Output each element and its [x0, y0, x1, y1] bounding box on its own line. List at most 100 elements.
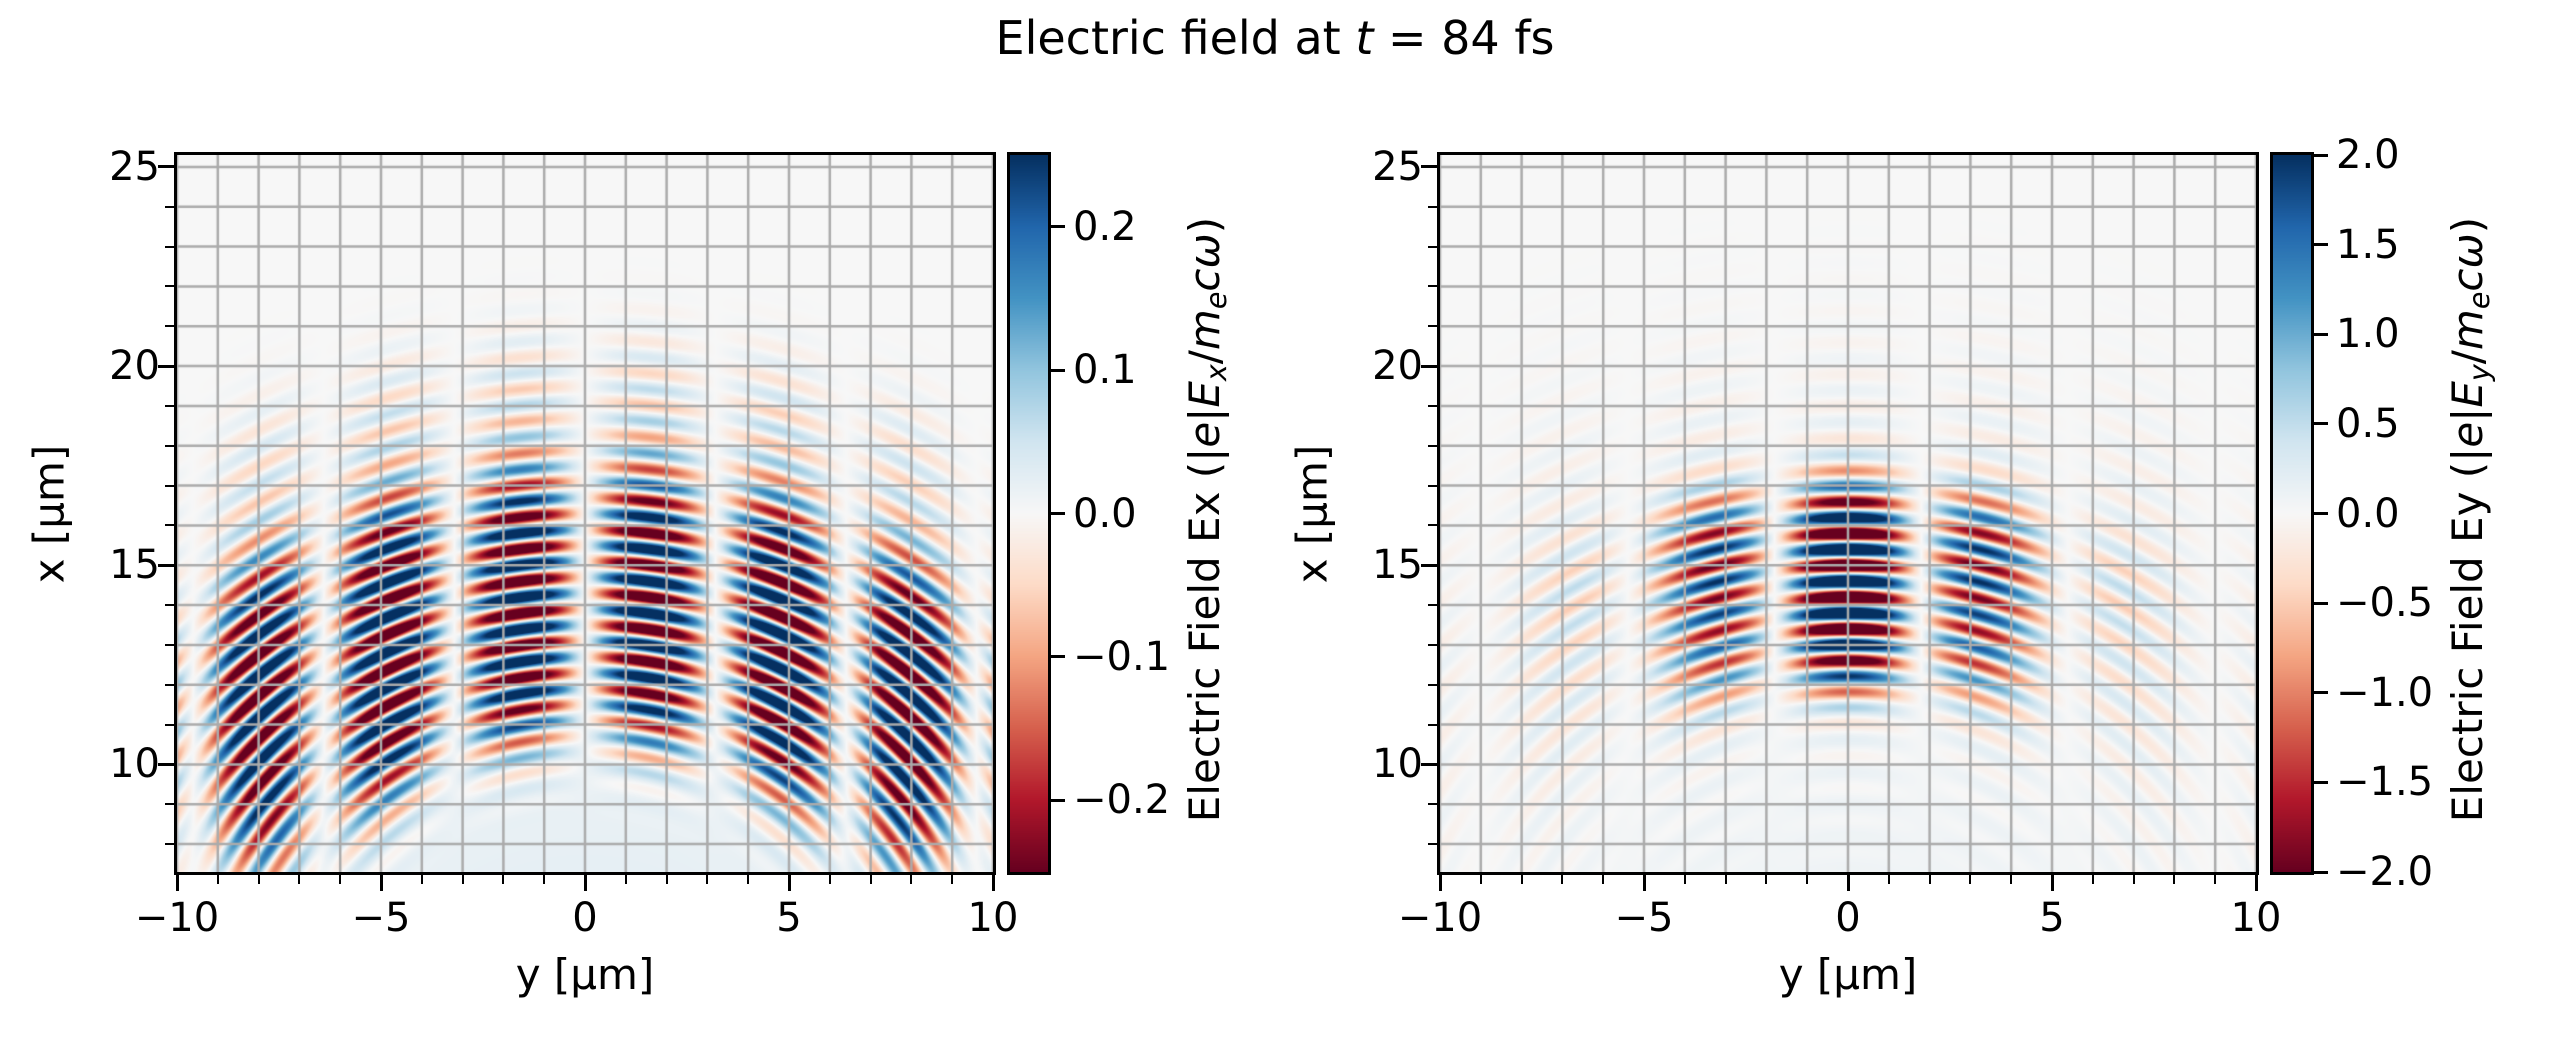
x-major-tick [1846, 875, 1850, 891]
x-minor-tick [624, 875, 627, 884]
colorbar-label-part: e [1179, 421, 1229, 448]
y-minor-tick [165, 643, 174, 646]
x-minor-tick [420, 875, 423, 884]
x-minor-tick [1928, 875, 1931, 884]
y-tick-label: 10 [109, 741, 160, 788]
x-minor-tick [543, 875, 546, 884]
y-minor-tick [1428, 723, 1437, 726]
x-minor-tick [1479, 875, 1482, 884]
x-major-tick [2254, 875, 2258, 891]
x-major-tick [2050, 875, 2054, 891]
x-minor-tick [2091, 875, 2094, 884]
x-tick-label: −5 [1614, 895, 1674, 941]
x-minor-tick [706, 875, 709, 884]
title-variable: t [1355, 11, 1374, 65]
title-suffix: = 84 fs [1373, 11, 1555, 65]
y-axis-label: x [μm] [24, 444, 73, 583]
x-minor-tick [2214, 875, 2217, 884]
y-tick-label: 10 [1372, 741, 1423, 788]
x-tick-label: 5 [2039, 895, 2065, 941]
x-minor-tick [869, 875, 872, 884]
colorbar-label-ex: Electric Field Ex (|e|Ex/mecω) [1179, 161, 1240, 878]
colorbar-tick [2314, 512, 2328, 515]
x-minor-tick [951, 875, 954, 884]
x-minor-tick [2173, 875, 2176, 884]
x-minor-tick [1561, 875, 1564, 884]
x-minor-tick [1887, 875, 1890, 884]
colorbar-tick-label: −1.0 [2336, 669, 2434, 716]
x-minor-tick [339, 875, 342, 884]
x-minor-tick [1520, 875, 1523, 884]
colorbar-label-part: m [1179, 308, 1229, 350]
x-tick-label: −10 [1397, 895, 1483, 941]
y-minor-tick [165, 524, 174, 527]
colorbar-gradient-ex [1010, 155, 1048, 872]
y-major-tick [158, 563, 174, 567]
colorbar-label-part: Electric Field Ex (| [1179, 447, 1229, 822]
colorbar-ex [1007, 152, 1051, 875]
x-major-tick [991, 875, 995, 891]
y-minor-tick [1428, 803, 1437, 806]
colorbar-label-part: e [2461, 291, 2496, 309]
x-axis-label: y [μm] [1778, 950, 1918, 999]
colorbar-label-part: | [1179, 407, 1229, 422]
x-minor-tick [1806, 875, 1809, 884]
colorbar-ey [2270, 152, 2314, 875]
x-tick-label: 5 [776, 895, 802, 941]
y-minor-tick [1428, 683, 1437, 686]
y-minor-tick [165, 803, 174, 806]
colorbar-label-part: / [2442, 349, 2492, 364]
colorbar-label-part: ω [1179, 232, 1229, 268]
colorbar-tick-label: −0.5 [2336, 580, 2434, 627]
colorbar-label-part: m [2442, 308, 2492, 350]
y-minor-tick [1428, 285, 1437, 288]
colorbar-label-part: | [2442, 407, 2492, 422]
x-major-tick [787, 875, 791, 891]
x-minor-tick [828, 875, 831, 884]
figure-title: Electric field at t = 84 fs [0, 12, 2550, 64]
colorbar-gradient-ey [2273, 155, 2311, 872]
y-tick-label: 15 [109, 542, 160, 589]
y-minor-tick [1428, 444, 1437, 447]
x-minor-tick [2010, 875, 2013, 884]
y-major-tick [1421, 165, 1437, 169]
colorbar-tick [2314, 870, 2328, 874]
x-major-tick [175, 875, 179, 891]
y-minor-tick [1428, 604, 1437, 607]
y-tick-label: 25 [1372, 143, 1423, 190]
x-tick-label: 0 [1835, 895, 1861, 941]
y-major-tick [1421, 762, 1437, 766]
colorbar-label-part: Electric Field Ey (| [2442, 447, 2492, 822]
y-minor-tick [165, 205, 174, 208]
x-tick-label: 10 [967, 895, 1019, 941]
colorbar-tick-label: −1.5 [2336, 759, 2434, 806]
colorbar-tick-label: 1.5 [2336, 221, 2400, 268]
colorbar-label-part: ) [2442, 216, 2492, 233]
colorbar-tick [2314, 422, 2328, 426]
y-minor-tick [165, 723, 174, 726]
x-minor-tick [2132, 875, 2135, 884]
x-minor-tick [747, 875, 750, 884]
colorbar-tick-label: −0.1 [1073, 633, 1171, 680]
x-minor-tick [1969, 875, 1972, 884]
colorbar-label-part: x [1198, 363, 1233, 381]
y-tick-label: 15 [1372, 542, 1423, 589]
colorbar-label-part: E [1179, 380, 1229, 408]
x-minor-tick [665, 875, 668, 884]
colorbar-label-part: ) [1179, 216, 1229, 233]
plot-area-ex [174, 152, 996, 875]
y-minor-tick [1428, 524, 1437, 527]
x-minor-tick [216, 875, 219, 884]
x-tick-label: −10 [134, 895, 220, 941]
y-major-tick [158, 364, 174, 368]
colorbar-tick [1051, 655, 1065, 659]
x-tick-label: 10 [2230, 895, 2282, 941]
colorbar-tick [2314, 153, 2328, 157]
x-major-tick [1642, 875, 1646, 891]
colorbar-tick-label: 0.1 [1073, 347, 1137, 394]
x-minor-tick [1724, 875, 1727, 884]
y-minor-tick [165, 683, 174, 686]
x-minor-tick [1765, 875, 1768, 884]
y-minor-tick [1428, 643, 1437, 646]
colorbar-label-part: c [2442, 267, 2492, 292]
